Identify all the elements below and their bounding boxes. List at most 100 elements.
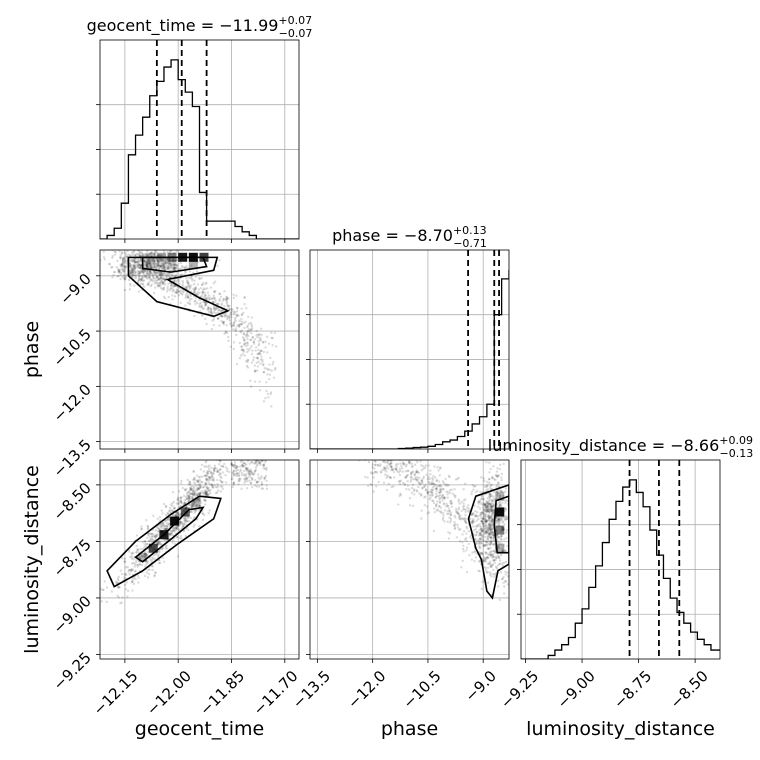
- sample-point: [194, 509, 198, 512]
- sample-point: [138, 265, 141, 268]
- sample-point: [262, 350, 266, 354]
- sample-point: [369, 471, 373, 474]
- sample-point: [208, 476, 212, 480]
- sample-point: [487, 528, 490, 532]
- sample-point: [413, 473, 416, 476]
- sample-point: [438, 488, 442, 491]
- sample-point: [257, 334, 261, 337]
- sample-point: [212, 294, 215, 297]
- sample-point: [488, 519, 492, 523]
- sample-point: [462, 529, 466, 533]
- sample-point: [220, 314, 224, 318]
- sample-point: [255, 329, 258, 333]
- sample-point: [492, 511, 495, 514]
- sample-point: [266, 373, 269, 376]
- sample-point: [480, 542, 484, 545]
- sample-point: [428, 482, 431, 485]
- sample-point: [401, 462, 405, 466]
- sample-point: [206, 471, 209, 475]
- sample-point: [221, 315, 224, 318]
- sample-point: [165, 273, 168, 276]
- sample-point: [236, 324, 239, 328]
- sample-point: [462, 499, 466, 502]
- sample-point: [401, 461, 404, 464]
- sample-point: [504, 518, 507, 521]
- sample-point: [478, 531, 482, 535]
- sample-point: [151, 251, 154, 254]
- sample-point: [132, 561, 135, 565]
- sample-point: [199, 301, 203, 304]
- sample-point: [172, 528, 176, 532]
- sample-point: [146, 271, 149, 274]
- density-cell: [484, 525, 494, 535]
- sample-point: [179, 534, 183, 538]
- sample-point: [480, 520, 483, 523]
- sample-point: [501, 521, 504, 524]
- sample-point: [487, 562, 490, 565]
- sample-point: [495, 485, 498, 488]
- sample-point: [487, 510, 490, 513]
- sample-point: [174, 513, 177, 517]
- sample-point: [481, 517, 484, 521]
- sample-point: [497, 504, 501, 508]
- sample-point: [160, 258, 164, 261]
- sample-point: [209, 470, 212, 473]
- sample-point: [491, 531, 494, 535]
- sample-point: [221, 321, 225, 325]
- sample-point: [159, 265, 162, 269]
- sample-point: [135, 252, 138, 255]
- sample-point: [489, 493, 493, 496]
- sample-point: [178, 499, 181, 503]
- sample-point: [149, 279, 152, 282]
- sample-point: [143, 271, 146, 275]
- sample-point: [500, 490, 504, 493]
- sample-point: [262, 341, 265, 344]
- sample-point: [487, 518, 491, 522]
- sample-point: [177, 278, 180, 282]
- sample-point: [219, 490, 223, 493]
- sample-point: [152, 273, 155, 276]
- sample-point: [172, 289, 176, 292]
- sample-point: [202, 300, 205, 303]
- sample-point: [157, 264, 160, 268]
- sample-point: [243, 465, 246, 468]
- sample-point: [423, 503, 427, 507]
- sample-point: [159, 265, 163, 269]
- sample-point: [246, 359, 250, 362]
- sample-point: [480, 520, 484, 523]
- sample-point: [212, 306, 216, 310]
- sample-point: [468, 536, 472, 539]
- sample-point: [111, 256, 114, 259]
- sample-point: [395, 468, 398, 471]
- sample-point: [486, 538, 490, 541]
- sample-point: [148, 262, 151, 266]
- sample-point: [444, 477, 447, 481]
- sample-point: [176, 555, 180, 558]
- sample-point: [198, 484, 202, 488]
- sample-point: [491, 543, 495, 546]
- sample-point: [206, 296, 209, 299]
- sample-point: [248, 473, 251, 476]
- sample-point: [209, 475, 212, 479]
- sample-point: [246, 315, 250, 319]
- sample-point: [259, 358, 263, 361]
- sample-point: [143, 259, 146, 262]
- sample-point: [130, 562, 134, 565]
- sample-point: [143, 269, 147, 272]
- sample-point: [497, 481, 500, 484]
- sample-point: [490, 575, 493, 578]
- sample-point: [129, 263, 132, 266]
- sample-point: [231, 464, 235, 467]
- sample-point: [224, 298, 228, 301]
- sample-point: [245, 332, 249, 335]
- sample-point: [490, 519, 494, 522]
- sample-point: [123, 278, 126, 281]
- sample-point: [197, 487, 200, 491]
- sample-point: [492, 465, 495, 468]
- sample-point: [183, 501, 187, 504]
- sample-point: [122, 576, 126, 579]
- sample-point: [473, 551, 476, 554]
- sample-point: [203, 291, 206, 294]
- sample-point: [391, 468, 395, 471]
- sample-point: [216, 470, 219, 473]
